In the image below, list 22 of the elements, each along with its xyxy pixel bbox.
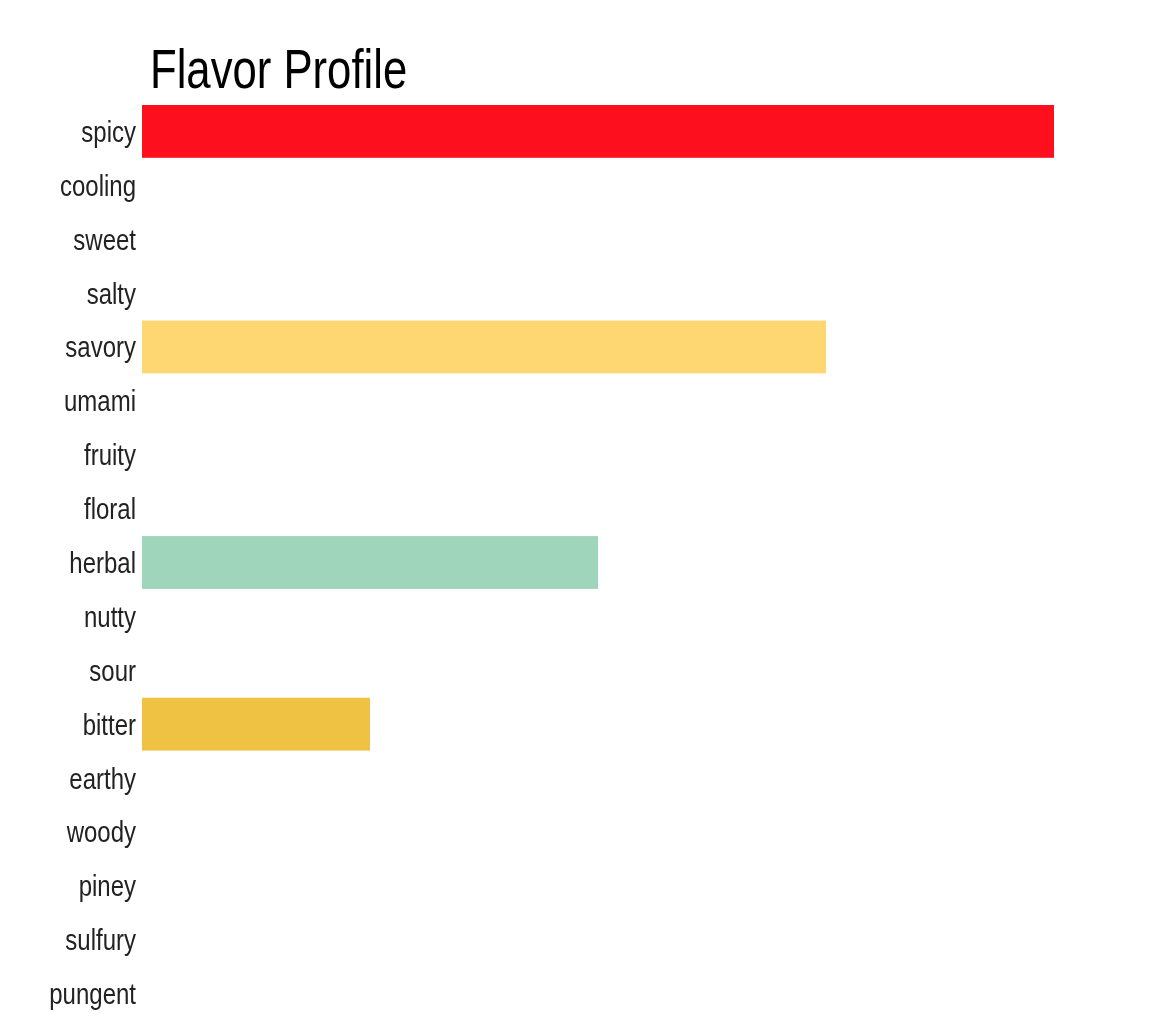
y-tick-label: herbal [69, 545, 136, 580]
y-tick-label: earthy [69, 760, 137, 796]
y-tick-label: salty [86, 275, 137, 311]
bar [142, 536, 598, 589]
y-tick-label: floral [83, 491, 136, 526]
y-tick-label: fruity [84, 437, 137, 472]
y-tick-label: cooling [59, 168, 136, 203]
y-tick-label: piney [78, 868, 137, 903]
y-tick-label: spicy [81, 114, 137, 149]
y-tick-label: woody [65, 814, 137, 850]
bar [142, 697, 370, 751]
y-tick-label: sweet [73, 222, 137, 257]
y-tick-label: bitter [82, 707, 136, 742]
bar [142, 320, 826, 374]
y-tick-label: sour [89, 653, 136, 688]
y-tick-label: umami [64, 383, 136, 418]
y-tick-label: nutty [83, 599, 137, 634]
chart-title: Flavor Profile [150, 37, 408, 101]
bar [142, 105, 1054, 158]
y-tick-label: sulfury [65, 922, 137, 957]
y-tick-label: pungent [49, 976, 137, 1011]
y-tick-label: savory [65, 329, 137, 365]
